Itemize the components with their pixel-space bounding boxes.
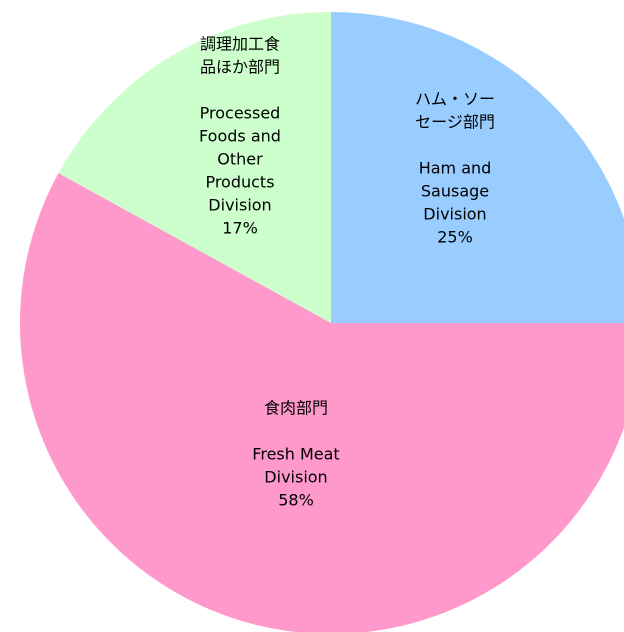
slice-label-ja: 調理加工食 (200, 35, 280, 54)
slice-label-en: Other (217, 150, 263, 169)
slice-value-label: 58% (278, 491, 314, 510)
slice-label-ja: ハム・ソー (415, 90, 495, 109)
slice-label-en: Processed (200, 104, 281, 123)
pie-slice (331, 12, 624, 323)
slice-label-ja: 食肉部門 (264, 399, 328, 418)
slice-label-en: Ham and (419, 159, 492, 178)
slice-label-ja: 品ほか部門 (200, 58, 280, 77)
slice-label-en: Fresh Meat (252, 445, 339, 464)
slice-label-en: Foods and (199, 127, 281, 146)
slice-label-en: Products (205, 173, 274, 192)
slice-label-ja: セージ部門 (415, 113, 495, 132)
slice-label-en: Division (423, 205, 486, 224)
pie-slice (58, 12, 331, 323)
slice-value-label: 17% (222, 219, 258, 238)
slice-value-label: 25% (437, 228, 473, 247)
slice-label-en: Division (208, 196, 271, 215)
slice-label-en: Division (264, 468, 327, 487)
pie-slice (20, 173, 624, 632)
slice-label-en: Sausage (421, 182, 489, 201)
